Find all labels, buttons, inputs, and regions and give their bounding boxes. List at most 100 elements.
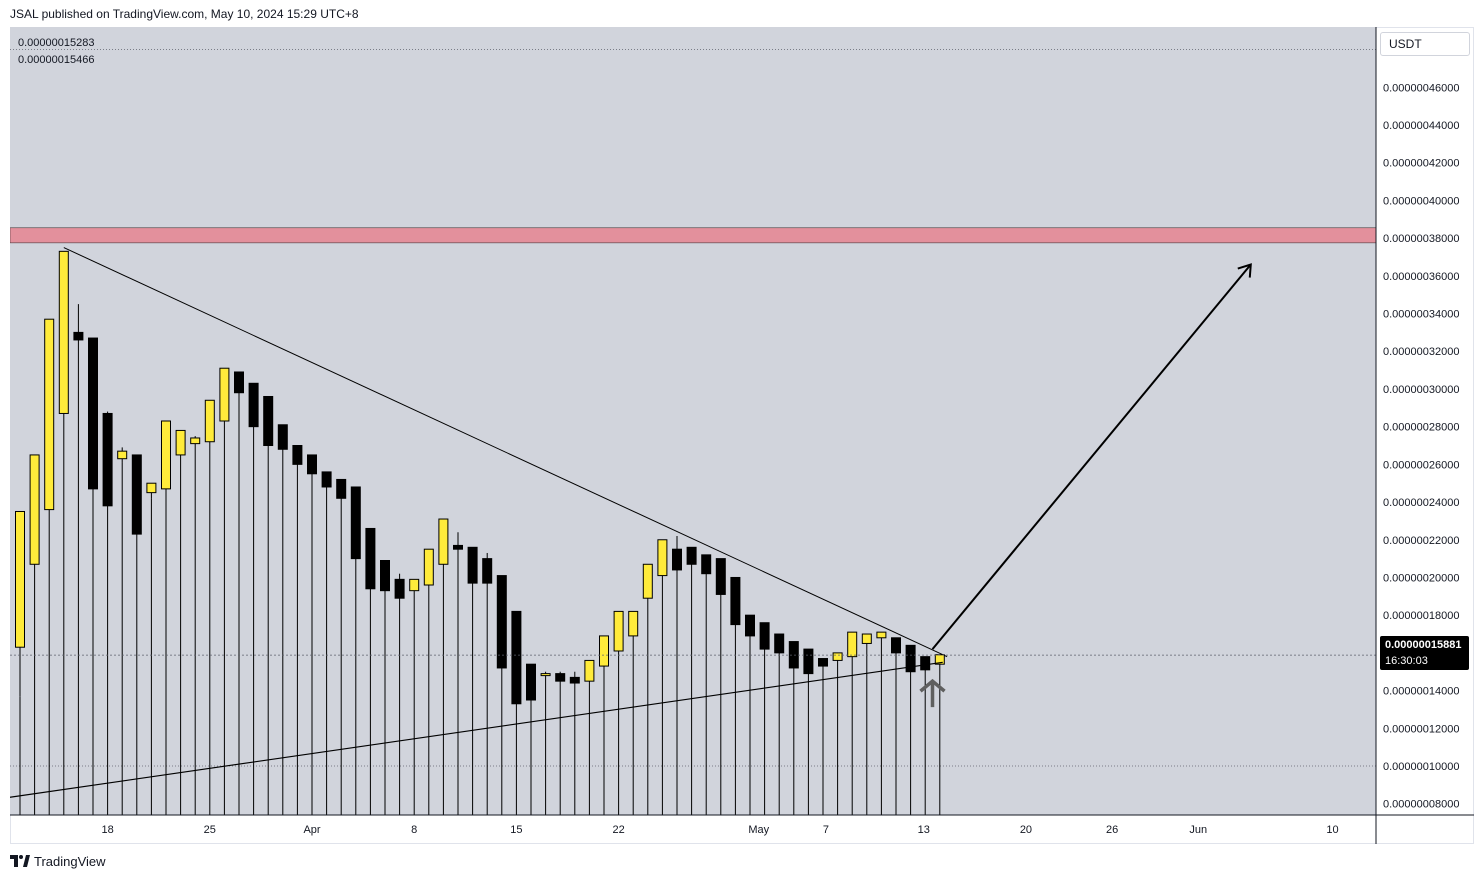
resistance-zone[interactable] — [10, 227, 1377, 244]
bear-candle[interactable] — [380, 560, 390, 592]
bear-candle[interactable] — [891, 637, 901, 654]
bear-candle[interactable] — [321, 471, 332, 488]
price-axis-label: 0.00000018000 — [1383, 610, 1459, 622]
bull-candle[interactable] — [876, 631, 887, 639]
bull-candle[interactable] — [438, 518, 449, 565]
bear-candle[interactable] — [307, 454, 317, 475]
chart-area[interactable]: 0.00000046000 0.00000044000 0.00000042000 0… — [10, 27, 1474, 844]
bear-candle[interactable] — [73, 331, 84, 341]
bull-candle[interactable] — [29, 454, 40, 565]
bear-candle[interactable] — [526, 663, 536, 701]
time-axis-label: 26 — [1106, 824, 1118, 836]
bull-candle[interactable] — [117, 450, 128, 460]
price-axis-label: 0.00000022000 — [1383, 535, 1459, 547]
price-axis-label: 0.00000034000 — [1383, 309, 1459, 321]
price-axis-label: 0.00000010000 — [1383, 761, 1459, 773]
bear-candle[interactable] — [701, 554, 712, 575]
bear-candle[interactable] — [774, 633, 785, 654]
time-axis-label: 25 — [204, 824, 216, 836]
bear-candle[interactable] — [234, 371, 244, 394]
projection-arrow[interactable] — [931, 263, 1252, 650]
bull-candle[interactable] — [642, 563, 653, 599]
bear-candle[interactable] — [803, 648, 814, 675]
price-axis-label: 0.00000026000 — [1383, 459, 1459, 471]
price-axis-label: 0.00000044000 — [1383, 120, 1459, 132]
price-axis-label: 0.00000036000 — [1383, 271, 1459, 283]
bear-candle[interactable] — [511, 610, 522, 705]
bear-candle[interactable] — [920, 656, 931, 671]
bull-candle[interactable] — [628, 610, 639, 637]
bear-candle[interactable] — [453, 544, 463, 550]
time-axis-label: 20 — [1020, 824, 1032, 836]
bull-candle[interactable] — [584, 659, 595, 682]
descending-trendline[interactable] — [63, 247, 948, 658]
bull-candle[interactable] — [657, 539, 668, 577]
bear-candle[interactable] — [496, 575, 507, 669]
footer-brand[interactable]: TradingView — [10, 853, 106, 869]
bear-candle[interactable] — [131, 454, 142, 535]
bull-candle[interactable] — [175, 429, 186, 456]
plot-background — [10, 27, 1376, 815]
price-axis-label: 0.00000042000 — [1383, 158, 1459, 170]
bear-candle[interactable] — [555, 673, 566, 682]
tradingview-logo-icon — [10, 855, 30, 867]
price-axis-label: 0.00000028000 — [1383, 422, 1459, 434]
bear-candle[interactable] — [569, 676, 580, 684]
bull-candle[interactable] — [190, 437, 201, 445]
bear-candle[interactable] — [394, 578, 405, 599]
bear-candle[interactable] — [292, 445, 303, 465]
bull-candle[interactable] — [861, 633, 872, 644]
up-arrow-marker[interactable] — [919, 678, 946, 708]
bear-candle[interactable] — [263, 395, 274, 447]
bull-candle[interactable] — [146, 482, 157, 494]
ohlc-readout: 0.00000015283 0.00000015466 — [18, 35, 94, 69]
price-axis-label: 0.00000012000 — [1383, 723, 1459, 735]
time-axis-label: 15 — [510, 824, 522, 836]
ascending-trendline[interactable] — [10, 661, 943, 799]
bull-candle[interactable] — [423, 548, 434, 586]
bull-candle[interactable] — [599, 635, 609, 667]
bear-candle[interactable] — [482, 558, 493, 584]
bull-candle[interactable] — [832, 652, 843, 661]
publish-header: JSAL published on TradingView.com, May 1… — [10, 7, 359, 21]
bear-candle[interactable] — [759, 622, 770, 650]
bear-candle[interactable] — [715, 558, 726, 595]
bear-candle[interactable] — [905, 644, 916, 673]
bear-candle[interactable] — [277, 424, 288, 450]
last-price-value: 0.00000015881 — [1385, 639, 1462, 651]
bear-candle[interactable] — [248, 382, 259, 428]
currency-selector[interactable]: USDT — [1380, 32, 1470, 56]
time-axis-label: 13 — [918, 824, 930, 836]
bull-candle[interactable] — [15, 510, 25, 648]
projection-arrowhead — [1237, 263, 1252, 278]
bull-candle[interactable] — [58, 250, 69, 414]
bull-candle[interactable] — [44, 318, 55, 511]
price-axis-label: 0.00000008000 — [1383, 799, 1459, 811]
bull-candle[interactable] — [540, 673, 551, 677]
time-axis-label: Apr — [303, 824, 320, 836]
bear-candle[interactable] — [88, 337, 98, 490]
bar-countdown: 16:30:03 — [1385, 655, 1428, 667]
bear-candle[interactable] — [686, 546, 697, 565]
time-axis-label: 10 — [1326, 824, 1338, 836]
bear-candle[interactable] — [672, 548, 682, 571]
bear-candle[interactable] — [102, 412, 113, 507]
bull-candle[interactable] — [409, 578, 420, 592]
bear-candle[interactable] — [745, 614, 755, 637]
bear-candle[interactable] — [818, 658, 828, 667]
bear-candle[interactable] — [365, 527, 376, 590]
price-axis-label: 0.00000046000 — [1383, 82, 1459, 94]
price-axis-label: 0.00000040000 — [1383, 195, 1459, 207]
ohlc-readout-line-1: 0.00000015283 — [18, 37, 95, 49]
bear-candle[interactable] — [336, 478, 347, 499]
bull-candle[interactable] — [847, 631, 858, 658]
bull-candle[interactable] — [161, 420, 171, 490]
bear-candle[interactable] — [467, 546, 478, 584]
bull-candle[interactable] — [204, 399, 215, 443]
time-axis-label: 18 — [101, 824, 113, 836]
bear-candle[interactable] — [350, 486, 361, 560]
bull-candle[interactable] — [219, 367, 230, 422]
bear-candle[interactable] — [730, 576, 741, 626]
price-axis-label: 0.00000030000 — [1383, 384, 1459, 396]
bull-candle[interactable] — [613, 610, 624, 652]
